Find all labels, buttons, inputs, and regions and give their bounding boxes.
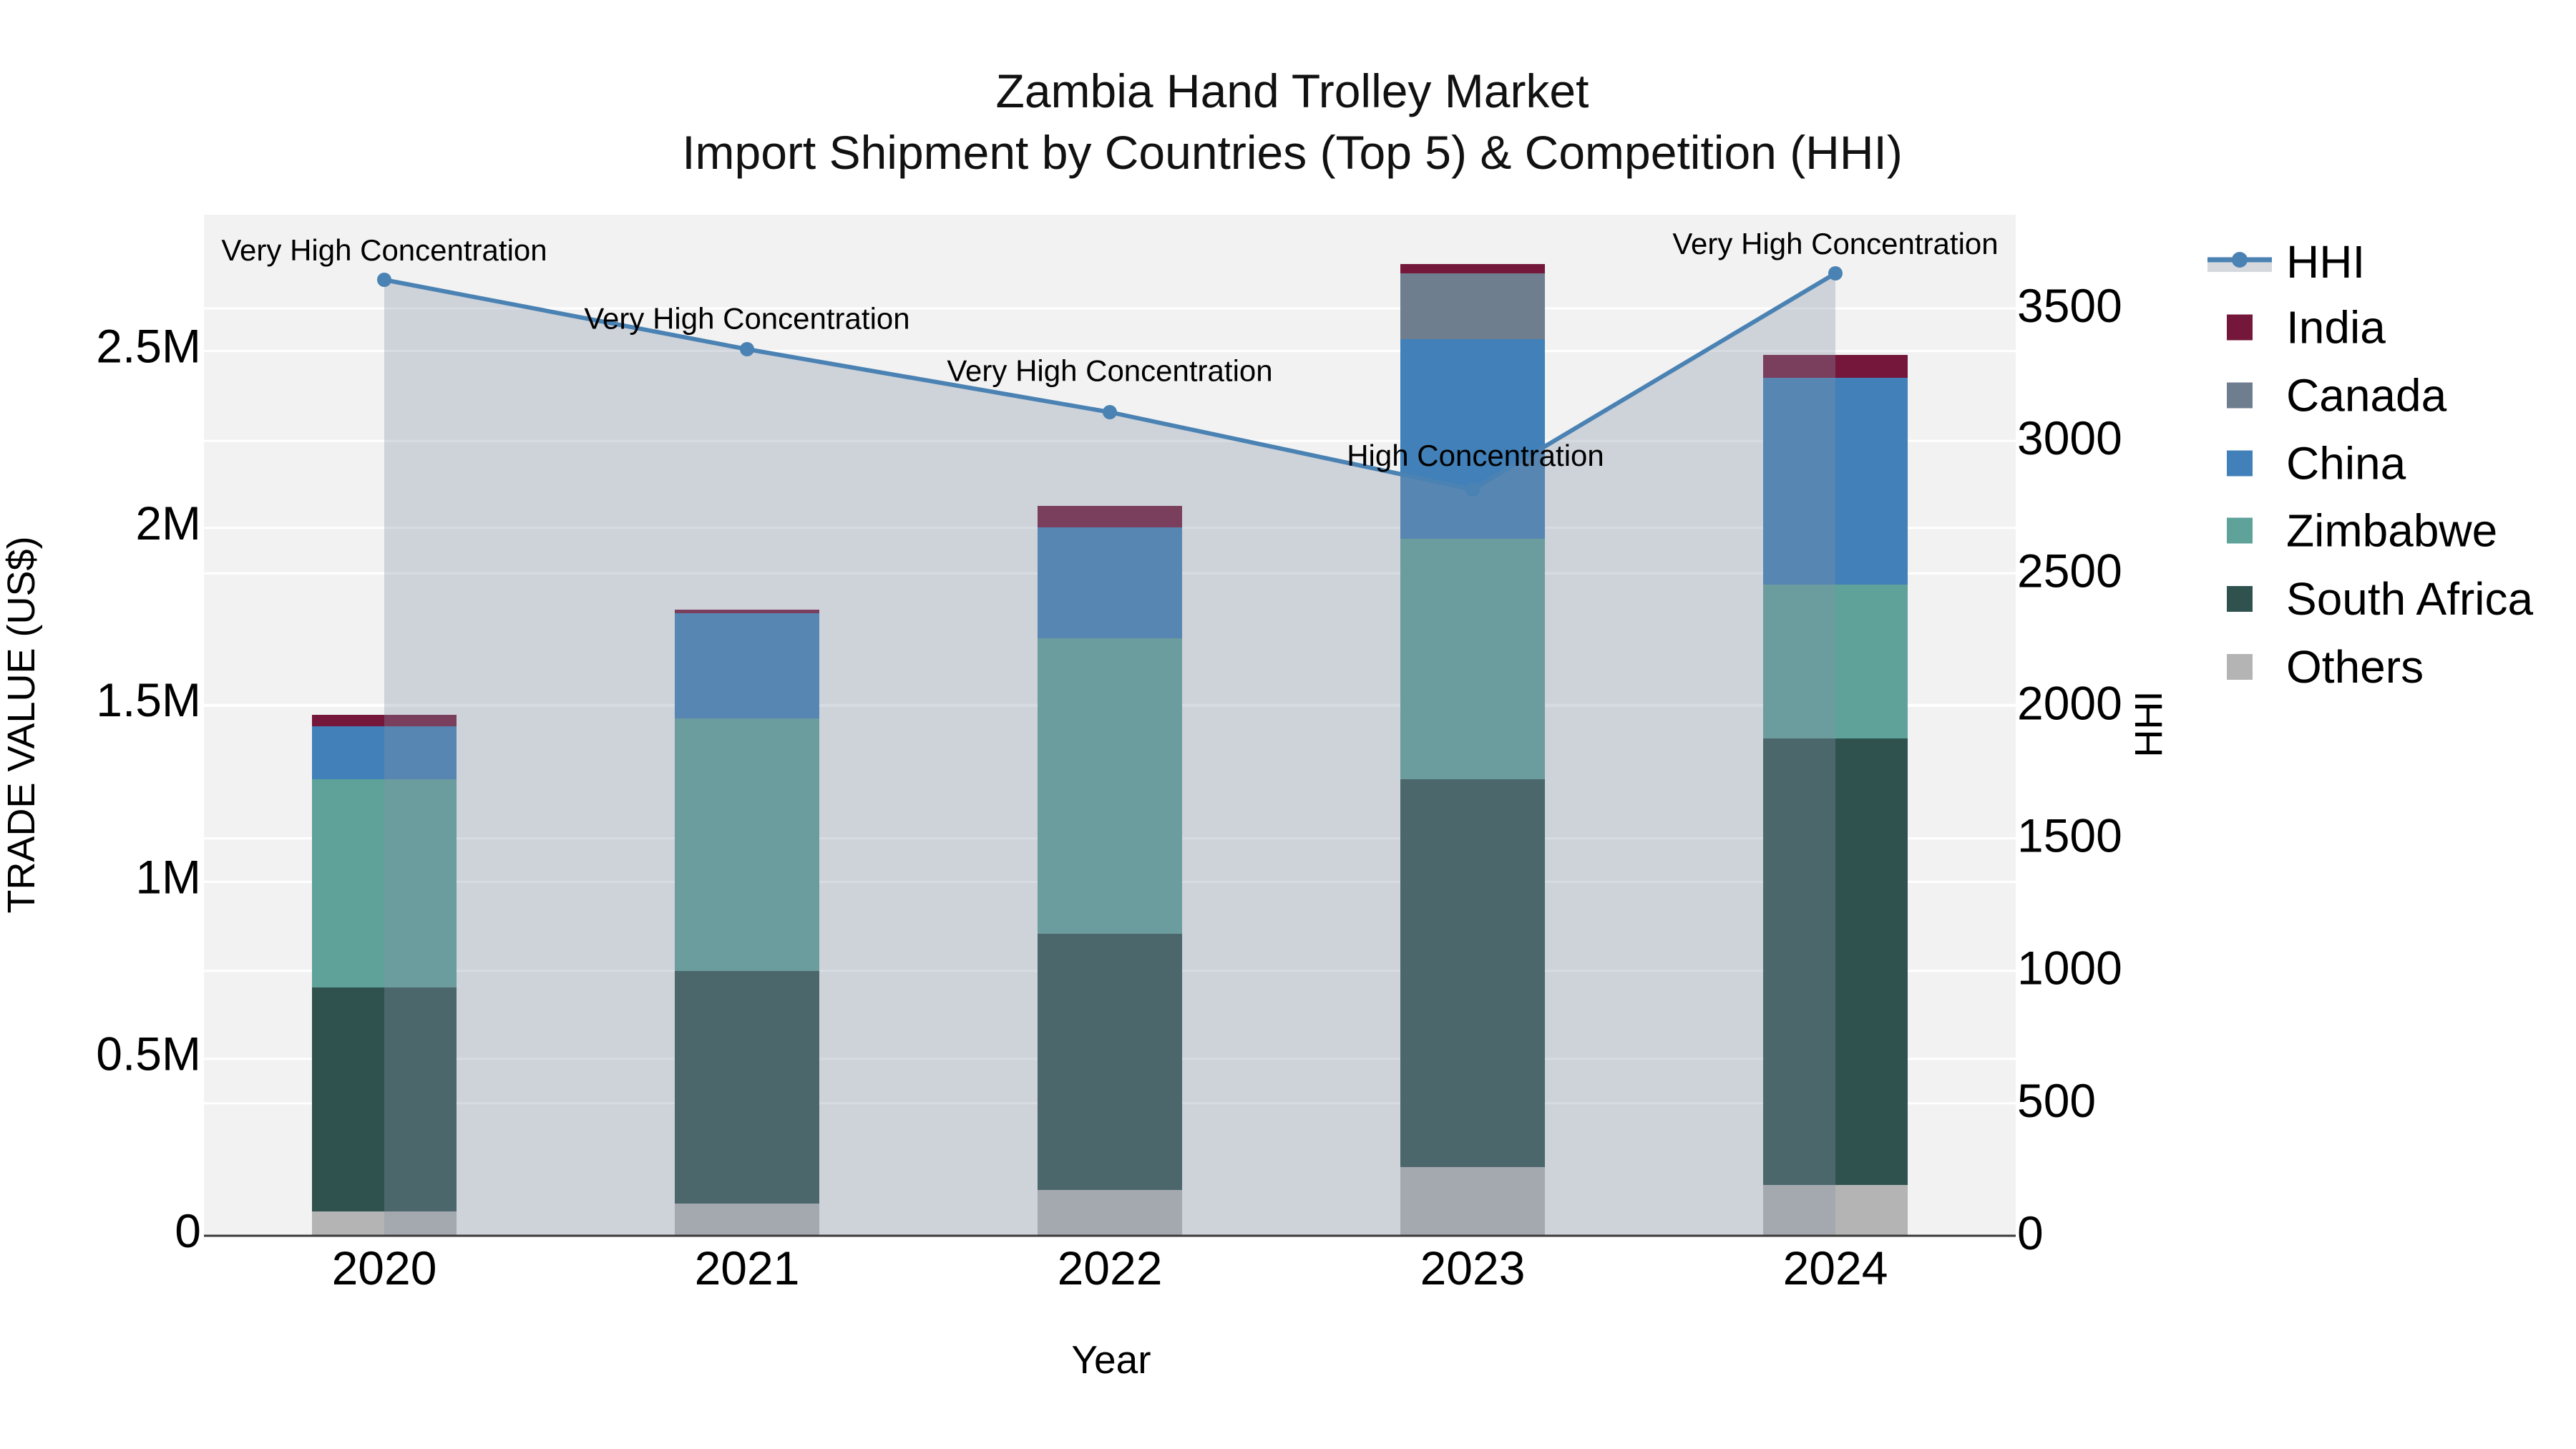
svg-text:Very High Concentration: Very High Concentration [947, 354, 1272, 388]
svg-text:2.5M: 2.5M [96, 320, 201, 373]
svg-text:500: 500 [2017, 1074, 2096, 1127]
svg-text:0: 0 [2017, 1206, 2044, 1259]
svg-text:Zambia Hand Trolley Market: Zambia Hand Trolley Market [996, 64, 1589, 117]
svg-text:Import Shipment by Countries (: Import Shipment by Countries (Top 5) & C… [682, 126, 1903, 179]
svg-text:India: India [2286, 302, 2386, 353]
svg-text:HHI: HHI [2127, 691, 2170, 758]
svg-text:2024: 2024 [1783, 1241, 1888, 1294]
svg-text:1M: 1M [135, 850, 201, 903]
svg-text:Very High Concentration: Very High Concentration [1672, 227, 1998, 260]
svg-text:South Africa: South Africa [2286, 573, 2534, 625]
svg-text:2020: 2020 [332, 1241, 437, 1294]
svg-text:0: 0 [175, 1204, 201, 1257]
svg-text:Canada: Canada [2286, 370, 2447, 421]
svg-text:2000: 2000 [2017, 676, 2122, 729]
svg-text:2500: 2500 [2017, 544, 2122, 597]
svg-text:2022: 2022 [1058, 1241, 1163, 1294]
svg-text:1.5M: 1.5M [96, 673, 201, 726]
svg-text:High Concentration: High Concentration [1347, 439, 1604, 472]
svg-text:HHI: HHI [2286, 236, 2365, 288]
svg-text:2021: 2021 [695, 1241, 800, 1294]
svg-text:3000: 3000 [2017, 411, 2122, 464]
svg-text:3500: 3500 [2017, 279, 2122, 332]
svg-text:Very High Concentration: Very High Concentration [221, 233, 547, 267]
svg-text:Year: Year [1071, 1337, 1151, 1382]
svg-text:Zimbabwe: Zimbabwe [2286, 505, 2497, 557]
svg-text:2M: 2M [135, 497, 201, 550]
svg-text:Very High Concentration: Very High Concentration [584, 302, 909, 336]
svg-text:1500: 1500 [2017, 809, 2122, 862]
svg-text:China: China [2286, 438, 2406, 489]
svg-text:0.5M: 0.5M [96, 1028, 201, 1080]
svg-text:TRADE VALUE (US$): TRADE VALUE (US$) [0, 536, 43, 913]
svg-text:2023: 2023 [1420, 1241, 1526, 1294]
svg-text:1000: 1000 [2017, 942, 2122, 995]
svg-text:Others: Others [2286, 641, 2424, 693]
